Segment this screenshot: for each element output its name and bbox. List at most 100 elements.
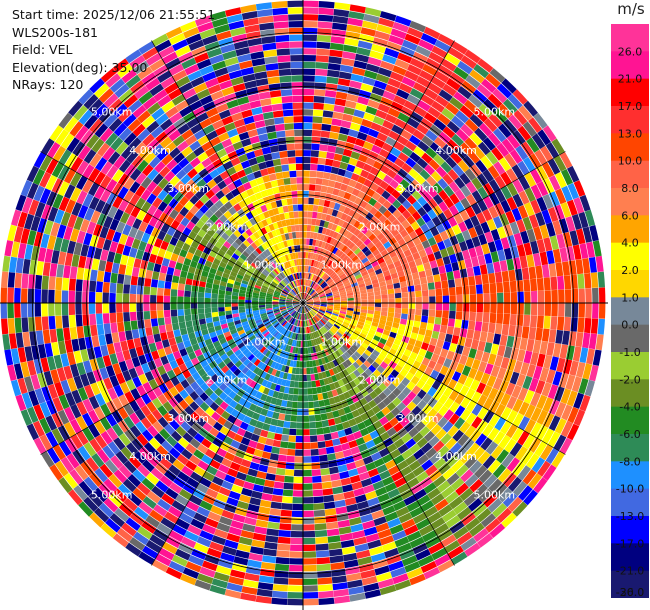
velocity-gate (328, 138, 338, 147)
velocity-gate (296, 184, 303, 191)
velocity-gate (465, 206, 476, 218)
velocity-gate (394, 233, 403, 242)
velocity-gate (258, 264, 265, 271)
velocity-gate (307, 204, 314, 212)
velocity-gate (305, 294, 310, 300)
velocity-gate (177, 296, 184, 303)
velocity-gate (272, 296, 280, 300)
velocity-gate (277, 316, 284, 321)
velocity-gate (258, 183, 267, 192)
velocity-gate (98, 88, 114, 103)
velocity-gate (96, 324, 105, 336)
velocity-gate (245, 270, 253, 277)
velocity-gate (309, 280, 313, 287)
velocity-gate (329, 555, 344, 564)
velocity-gate (270, 245, 277, 253)
velocity-gate (245, 228, 253, 237)
velocity-gate (196, 178, 207, 189)
velocity-gate (142, 381, 153, 393)
velocity-gate (206, 277, 214, 284)
velocity-gate (226, 99, 239, 109)
velocity-gate (291, 245, 295, 253)
velocity-gate (471, 202, 482, 215)
velocity-gate (46, 191, 58, 207)
velocity-gate (286, 297, 293, 301)
velocity-gate (409, 57, 425, 70)
velocity-gate (481, 273, 489, 285)
velocity-gate (550, 276, 558, 290)
velocity-gate (30, 215, 41, 232)
velocity-gate (376, 232, 385, 241)
velocity-gate (524, 187, 536, 202)
velocity-gate (316, 41, 331, 49)
velocity-gate (277, 285, 284, 290)
velocity-gate (51, 162, 65, 178)
velocity-gate (146, 181, 158, 193)
velocity-gate (268, 326, 275, 333)
velocity-gate (280, 263, 286, 271)
velocity-gate (323, 165, 332, 173)
velocity-gate (323, 494, 335, 503)
velocity-gate (129, 400, 140, 413)
velocity-gate (324, 96, 336, 105)
velocity-gate (412, 200, 422, 211)
velocity-gate (190, 76, 205, 88)
velocity-gate (421, 180, 432, 192)
velocity-gate (243, 17, 259, 27)
velocity-gate (554, 172, 567, 189)
velocity-gate (95, 157, 108, 172)
velocity-gate (201, 270, 209, 278)
velocity-gate (271, 281, 278, 286)
velocity-gate (205, 163, 216, 174)
velocity-gate (133, 258, 142, 269)
velocity-gate (73, 105, 88, 121)
velocity-gate (270, 96, 282, 105)
velocity-gate (217, 349, 226, 357)
velocity-gate (126, 442, 139, 456)
velocity-gate (293, 483, 303, 490)
velocity-gate (536, 165, 549, 181)
velocity-gate (134, 229, 145, 241)
velocity-gate (427, 282, 435, 290)
velocity-gate (498, 103, 513, 119)
velocity-gate (256, 471, 267, 480)
velocity-gate (304, 265, 307, 272)
velocity-gate (277, 257, 283, 265)
velocity-gate (348, 179, 357, 188)
velocity-gate (126, 339, 135, 350)
velocity-gate (337, 78, 351, 87)
velocity-gate (137, 110, 151, 124)
velocity-gate (140, 405, 152, 417)
velocity-gate (193, 129, 206, 140)
velocity-gate (56, 328, 65, 342)
velocity-gate (524, 291, 531, 303)
velocity-gate (418, 270, 426, 279)
velocity-gate (273, 292, 281, 296)
velocity-gate (225, 7, 242, 17)
velocity-gate (163, 295, 171, 303)
velocity-gate (424, 230, 434, 240)
velocity-gate (148, 378, 159, 390)
velocity-gate (110, 137, 124, 151)
velocity-gate (390, 101, 404, 112)
velocity-gate (227, 278, 235, 285)
velocity-gate (47, 235, 57, 250)
velocity-gate (290, 61, 303, 69)
velocity-gate (288, 435, 296, 443)
velocity-gate (341, 264, 348, 271)
velocity-gate (275, 323, 281, 330)
velocity-gate (157, 405, 168, 417)
velocity-gate (288, 211, 295, 219)
velocity-gate (260, 312, 267, 317)
velocity-gate (515, 268, 523, 281)
velocity-gate (175, 335, 183, 344)
velocity-gate (155, 131, 168, 144)
velocity-gate (172, 350, 182, 360)
velocity-gate (65, 199, 76, 214)
velocity-gate (317, 441, 326, 449)
velocity-gate (303, 41, 317, 48)
velocity-gate (214, 200, 224, 210)
velocity-gate (153, 89, 168, 102)
velocity-gate (327, 260, 333, 267)
velocity-gate (273, 268, 280, 275)
